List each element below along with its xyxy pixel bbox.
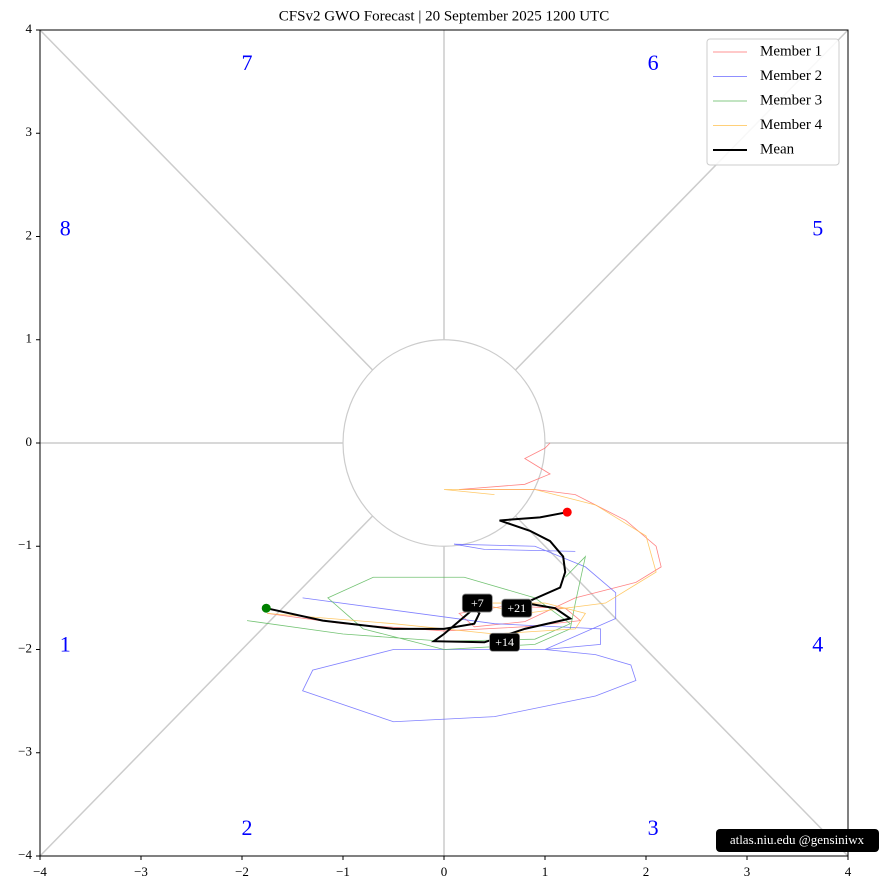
x-tick-label: −2: [235, 864, 249, 879]
phase-label: 4: [812, 631, 823, 656]
annotation-label: +21: [507, 601, 526, 615]
phase-label: 3: [648, 815, 659, 840]
x-tick-label: 2: [643, 864, 650, 879]
phase-label: 5: [812, 215, 823, 240]
y-tick-label: −4: [18, 847, 32, 862]
x-tick-label: 4: [845, 864, 852, 879]
y-tick-label: 1: [26, 331, 33, 346]
watermark-box: [716, 829, 879, 852]
annotation-label: +7: [471, 596, 484, 610]
member-line: [267, 442, 662, 632]
phase-label: 6: [648, 50, 659, 75]
phase-label: 7: [242, 50, 253, 75]
mean-line: [266, 511, 573, 644]
member-line: [267, 489, 657, 635]
x-tick-label: −4: [33, 864, 47, 879]
legend-label: Member 1: [760, 43, 822, 59]
start-marker: [261, 603, 271, 613]
y-tick-label: 2: [26, 227, 33, 242]
y-tick-label: 3: [26, 124, 33, 139]
y-tick-label: −1: [18, 537, 32, 552]
chart-title: CFSv2 GWO Forecast | 20 September 2025 1…: [279, 8, 609, 24]
phase-label: 8: [60, 215, 71, 240]
x-tick-label: 0: [441, 864, 448, 879]
phase-divider: [514, 515, 849, 857]
x-tick-label: −3: [134, 864, 148, 879]
annotation-label: +14: [495, 635, 514, 649]
legend-label: Member 4: [760, 117, 823, 133]
phase-divider: [39, 515, 374, 857]
y-tick-label: 4: [26, 21, 33, 36]
phase-label: 2: [242, 815, 253, 840]
end-marker: [562, 507, 572, 517]
x-tick-label: −1: [336, 864, 350, 879]
phase-divider: [39, 29, 374, 371]
y-tick-label: −2: [18, 640, 32, 655]
annotation-box: [461, 593, 493, 613]
watermark: atlas.niu.edu @gensiniwx: [730, 832, 865, 847]
y-tick-label: −3: [18, 744, 32, 759]
unit-circle: [342, 339, 546, 547]
x-tick-label: 3: [744, 864, 751, 879]
phase-label: 1: [60, 631, 71, 656]
x-tick-label: 1: [542, 864, 549, 879]
y-tick-label: 0: [26, 434, 33, 449]
annotation-box: [489, 632, 521, 652]
legend-box: [706, 38, 840, 166]
legend-label: Member 3: [760, 92, 822, 108]
legend-label: Member 2: [760, 68, 822, 84]
member-line: [302, 543, 637, 723]
annotation-box: [501, 598, 533, 618]
legend-label: Mean: [760, 141, 795, 157]
